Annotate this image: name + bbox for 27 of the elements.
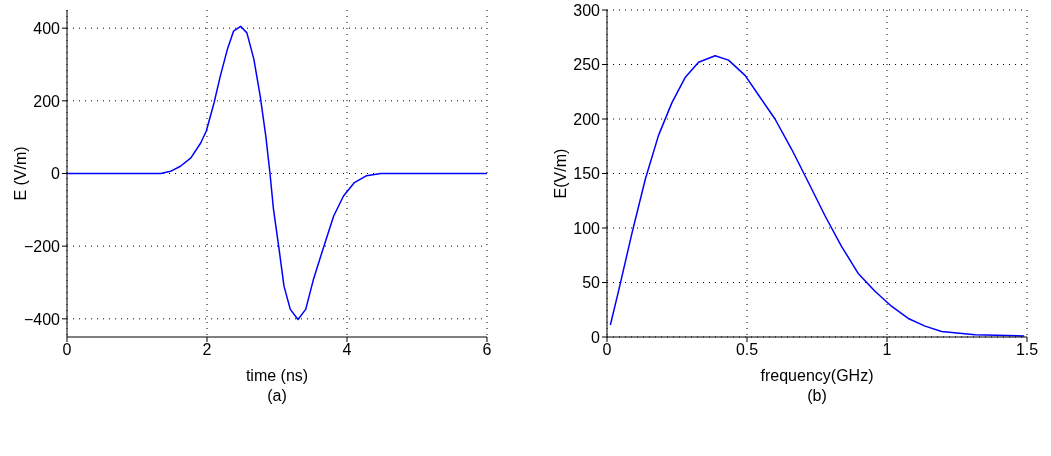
- y-tick-label: 150: [573, 165, 601, 183]
- y-tick-label: 250: [573, 56, 601, 74]
- y-tick-label: 50: [582, 274, 601, 292]
- x-tick-label: 6: [482, 341, 492, 359]
- x-axis-title: frequency(GHz): [760, 367, 874, 384]
- x-tick-label: 1.5: [1015, 341, 1039, 359]
- y-tick-label: 0: [51, 165, 61, 183]
- y-axis-title: E (V/m): [11, 146, 29, 201]
- x-tick-label: 4: [342, 341, 352, 359]
- x-tick-label: 0.5: [735, 341, 759, 359]
- y-tick-label: 200: [33, 92, 61, 110]
- y-tick-label: −200: [23, 237, 61, 255]
- x-tick-label: 0: [602, 341, 612, 359]
- text: (b): [806, 387, 828, 405]
- y-tick-label: 400: [33, 19, 61, 37]
- x-tick-label: 1: [882, 341, 892, 359]
- x-tick-label: 0: [62, 341, 72, 359]
- x-axis-title: time (ns): [245, 367, 309, 384]
- text: (a): [266, 387, 288, 405]
- y-tick-label: −400: [23, 310, 61, 328]
- y-tick-label: 200: [573, 110, 601, 128]
- y-axis-title: E(V/m): [551, 148, 569, 199]
- line-series: [67, 25, 487, 321]
- y-tick-label: 0: [591, 328, 601, 346]
- x-tick-label: 2: [202, 341, 212, 359]
- y-tick-label: 300: [573, 1, 601, 19]
- y-tick-label: 100: [573, 219, 601, 237]
